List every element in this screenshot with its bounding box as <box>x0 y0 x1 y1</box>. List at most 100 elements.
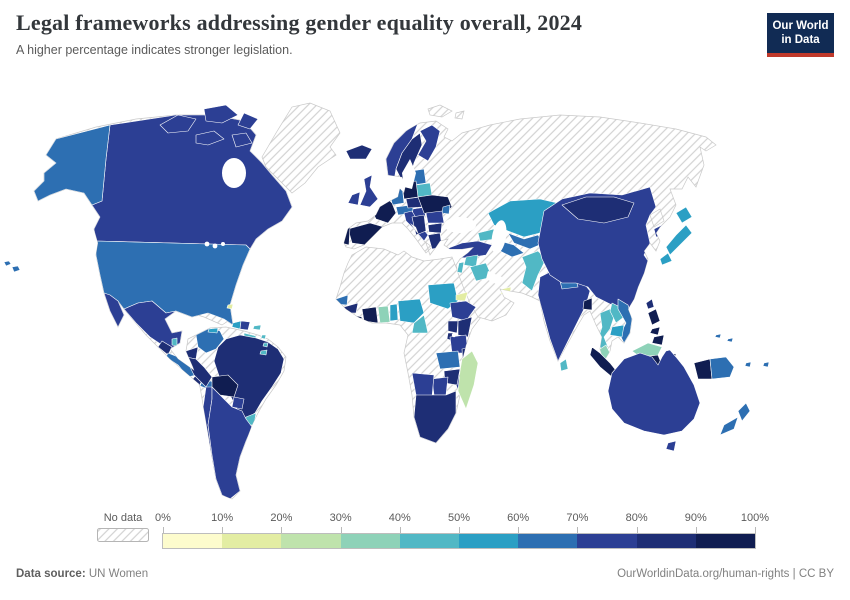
country-south-africa[interactable] <box>413 390 457 444</box>
legend-tick-mark <box>518 527 520 533</box>
country-mexico[interactable] <box>103 292 183 350</box>
black-sea <box>444 217 476 233</box>
country-ireland[interactable] <box>347 191 361 206</box>
country-greenland[interactable] <box>261 102 341 194</box>
legend-ticks: 0% 10% 20% 30% 40% 50% 60% 70% 80% 90% 100% <box>155 512 769 534</box>
country-ghana[interactable] <box>377 305 391 324</box>
country-tanzania[interactable] <box>449 334 469 354</box>
legend-tick-mark <box>695 527 697 533</box>
country-trinidad[interactable] <box>259 349 268 356</box>
country-zambia[interactable] <box>435 350 461 370</box>
country-new-zealand[interactable] <box>719 402 751 436</box>
country-uganda[interactable] <box>447 320 459 334</box>
country-portugal[interactable] <box>340 226 351 246</box>
legend-band-80-90%[interactable] <box>636 534 696 548</box>
legend-tick-mark <box>340 527 342 533</box>
country-liberia[interactable] <box>350 314 363 326</box>
country-canada[interactable] <box>91 115 293 250</box>
country-brazil[interactable] <box>213 334 285 420</box>
country-madagascar[interactable] <box>457 350 479 410</box>
legend-tick-label-70%: 70% <box>566 512 589 524</box>
legend-tick-label-30%: 30% <box>329 512 352 524</box>
legend-band-10-20%[interactable] <box>222 534 282 548</box>
country-papua-new-guinea[interactable] <box>709 356 735 380</box>
legend-band-20-30%[interactable] <box>281 534 341 548</box>
country-taiwan[interactable] <box>645 298 655 310</box>
legend-band-60-70%[interactable] <box>518 534 578 548</box>
legend-scale-wrap: 0% 10% 20% 30% 40% 50% 60% 70% 80% 90% 100% <box>155 512 769 552</box>
country-bahamas[interactable] <box>226 303 234 310</box>
footer-link[interactable]: OurWorldinData.org/human-rights <box>617 568 790 580</box>
country-togo-benin[interactable] <box>389 303 399 322</box>
country-hawaii[interactable] <box>3 260 21 273</box>
country-iceland[interactable] <box>345 144 373 160</box>
country-bangladesh[interactable] <box>582 297 593 311</box>
legend-tick-label-40%: 40% <box>388 512 411 524</box>
country-cambodia[interactable] <box>609 324 625 338</box>
country-kenya[interactable] <box>457 316 473 338</box>
country-israel[interactable] <box>456 261 465 274</box>
hudson-bay <box>222 158 246 188</box>
legend-tick-mark <box>222 527 224 533</box>
country-solomon-vanuatu[interactable] <box>714 333 770 368</box>
country-sri-lanka[interactable] <box>559 358 569 372</box>
country-nigeria[interactable] <box>397 298 425 324</box>
country-sierra-leone[interactable] <box>341 312 353 322</box>
country-ivory-coast[interactable] <box>361 306 379 324</box>
lake-victoria <box>451 332 457 338</box>
footer-credits: OurWorldinData.org/human-rights | CC BY <box>617 568 834 580</box>
baltic-sea <box>402 159 416 189</box>
country-bulgaria[interactable] <box>427 222 443 234</box>
country-jamaica[interactable] <box>207 327 219 334</box>
footer-license[interactable]: CC BY <box>798 568 834 580</box>
country-mongolia[interactable] <box>561 196 635 224</box>
country-benelux[interactable] <box>381 186 392 198</box>
great-lakes <box>221 242 225 246</box>
owid-logo[interactable]: Our World in Data <box>767 13 834 57</box>
no-data-swatch[interactable] <box>97 528 149 542</box>
legend-band-70-80%[interactable] <box>577 534 637 548</box>
legend-tick-label-50%: 50% <box>447 512 471 524</box>
legend-band-50-60%[interactable] <box>459 534 519 548</box>
country-north-korea[interactable] <box>649 208 665 228</box>
data-source: Data source: UN Women <box>16 568 148 580</box>
country-dominican-republic[interactable] <box>239 320 251 331</box>
legend-tick-label-60%: 60% <box>507 512 530 524</box>
country-belarus[interactable] <box>415 182 433 198</box>
legend-band-90-100%[interactable] <box>695 534 756 548</box>
country-puerto-rico[interactable] <box>252 324 262 331</box>
country-canada-arctic[interactable] <box>159 104 259 148</box>
legend-tick-label-100%: 100% <box>740 512 770 524</box>
legend-tick-mark <box>281 527 283 533</box>
world-map[interactable] <box>0 95 850 507</box>
country-germany[interactable] <box>389 184 405 206</box>
country-norway[interactable] <box>385 122 419 182</box>
legend-band-40-50%[interactable] <box>399 534 460 548</box>
country-finland[interactable] <box>417 124 441 162</box>
country-syria[interactable] <box>463 254 479 268</box>
country-cameroon[interactable] <box>411 314 429 334</box>
country-philippines[interactable] <box>647 308 665 346</box>
country-fiji[interactable] <box>744 361 752 368</box>
country-argentina[interactable] <box>207 386 253 499</box>
country-haiti[interactable] <box>231 320 242 330</box>
country-paraguay[interactable] <box>231 396 245 410</box>
persian-gulf <box>486 271 502 285</box>
country-botswana[interactable] <box>431 376 449 396</box>
country-australia[interactable] <box>607 349 701 452</box>
legend-tick-mark <box>577 527 579 533</box>
country-lesser-antilles[interactable] <box>260 334 269 348</box>
country-belize[interactable] <box>171 337 178 347</box>
country-moldova[interactable] <box>441 204 451 215</box>
country-romania[interactable] <box>425 210 445 224</box>
country-pakistan[interactable] <box>521 250 547 292</box>
no-data-label: No data <box>103 512 143 524</box>
country-uk[interactable] <box>359 174 379 208</box>
caspian-sea <box>491 220 507 254</box>
country-svalbard[interactable] <box>427 104 465 120</box>
country-alaska[interactable] <box>34 124 111 206</box>
country-japan[interactable] <box>659 206 693 266</box>
legend-band-30-40%[interactable] <box>340 534 400 548</box>
country-ethiopia[interactable] <box>449 300 477 322</box>
legend-band-0-10%[interactable] <box>163 534 223 548</box>
